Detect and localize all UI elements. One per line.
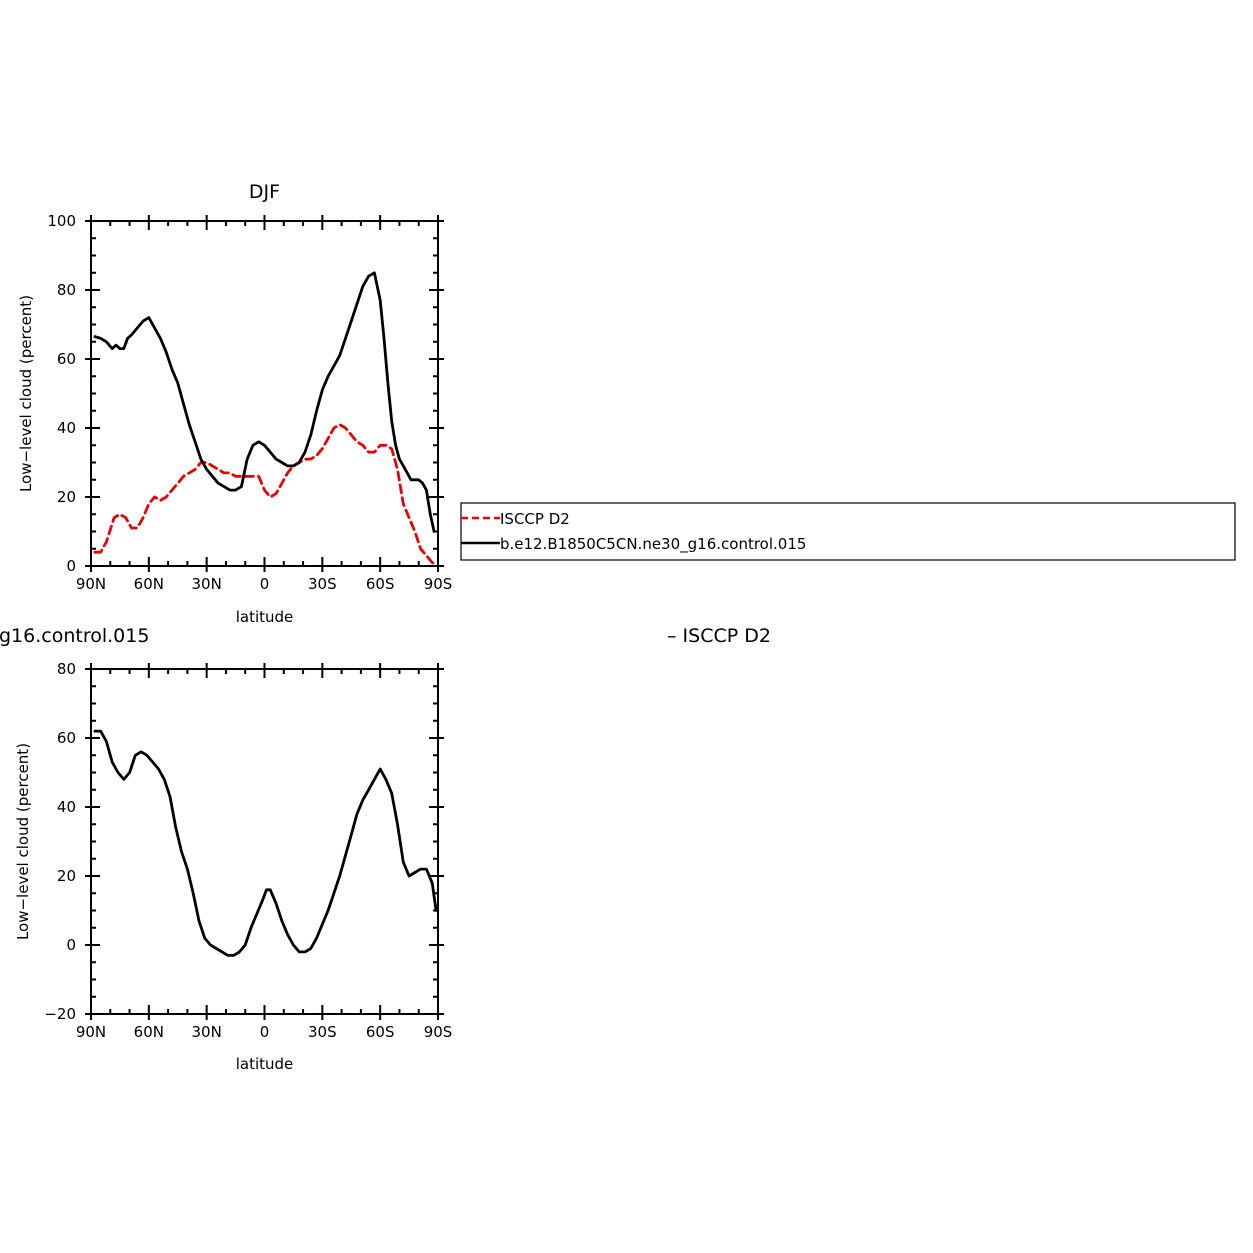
x-tick-label: 0 bbox=[260, 1023, 270, 1041]
x-tick-label: 60N bbox=[134, 575, 164, 593]
x-tick-label: 60S bbox=[366, 575, 395, 593]
x-tick-label: 60S bbox=[366, 1023, 395, 1041]
x-tick-label: 30N bbox=[192, 1023, 222, 1041]
y-tick-label: 80 bbox=[57, 660, 76, 678]
y-tick-label: 0 bbox=[66, 936, 76, 954]
y-tick-label: 100 bbox=[47, 212, 76, 230]
x-tick-label: 0 bbox=[260, 575, 270, 593]
y-tick-label: 0 bbox=[66, 557, 76, 575]
legend: ISCCP D2 b.e12.B1850C5CN.ne30_g16.contro… bbox=[460, 502, 1236, 561]
x-tick-label: 30S bbox=[308, 575, 337, 593]
b-e12-b1850c5cn-ne30-g16-control-015-series-line bbox=[93, 271, 436, 533]
isccp-d2-series-line bbox=[93, 423, 438, 568]
x-tick-label: 30S bbox=[308, 1023, 337, 1041]
x-tick-label: 90S bbox=[424, 1023, 453, 1041]
clipped-model-title: g16.control.015 bbox=[0, 625, 149, 647]
djf-panel: DJF 90N 60N 30N 0 30S 60S 90S 0 20 40 60 80 100 latitu… bbox=[17, 181, 452, 626]
difference-panel: 90N 60N 30N 0 30S 60S 90S −20 0 20 40 60 80 latitude L… bbox=[14, 660, 452, 1073]
x-axis-label: latitude bbox=[236, 608, 294, 626]
legend-label-model: b.e12.B1850C5CN.ne30_g16.control.015 bbox=[500, 535, 806, 554]
y-axis-label: Low−level cloud (percent) bbox=[14, 743, 32, 940]
chart-title: DJF bbox=[249, 181, 280, 203]
y-tick-label: 40 bbox=[57, 798, 76, 816]
y-tick-label: 60 bbox=[57, 729, 76, 747]
y-tick-label: −20 bbox=[44, 1005, 76, 1023]
plot-frame bbox=[90, 668, 439, 1015]
legend-box bbox=[460, 502, 1236, 561]
x-tick-label: 60N bbox=[134, 1023, 164, 1041]
x-axis-label: latitude bbox=[236, 1055, 294, 1073]
plot-frame bbox=[90, 220, 439, 567]
legend-label-isccp: ISCCP D2 bbox=[500, 510, 570, 528]
y-tick-label: 60 bbox=[57, 350, 76, 368]
difference-series-line bbox=[93, 729, 438, 957]
y-tick-label: 40 bbox=[57, 419, 76, 437]
x-tick-label: 90N bbox=[76, 575, 106, 593]
x-tick-label: 90N bbox=[76, 1023, 106, 1041]
y-tick-label: 20 bbox=[57, 867, 76, 885]
x-tick-label: 30N bbox=[192, 575, 222, 593]
y-tick-label: 80 bbox=[57, 281, 76, 299]
y-axis-label: Low−level cloud (percent) bbox=[17, 295, 35, 492]
clipped-obs-title: – ISCCP D2 bbox=[667, 625, 771, 647]
y-tick-label: 20 bbox=[57, 488, 76, 506]
x-tick-label: 90S bbox=[424, 575, 453, 593]
